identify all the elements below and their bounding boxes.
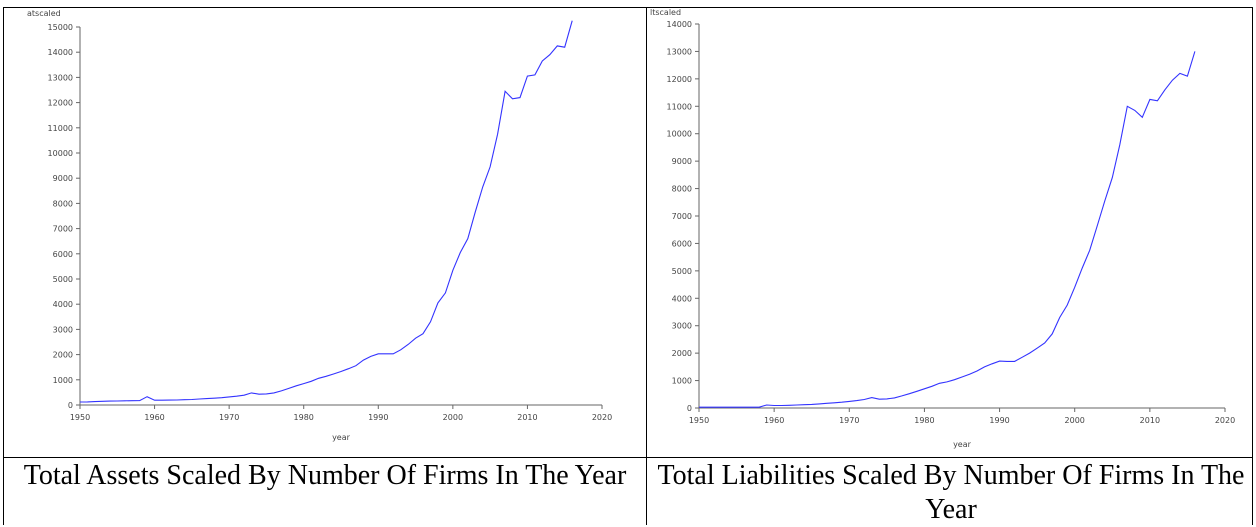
y-tick-label: 3000 <box>672 322 692 331</box>
table-center-border <box>646 7 647 525</box>
x-tick-label: 2020 <box>1215 416 1235 425</box>
y-tick-label: 4000 <box>53 300 73 309</box>
x-tick-label: 1980 <box>914 416 934 425</box>
y-tick-label: 0 <box>68 401 73 410</box>
caption-liabilities: Total Liabilities Scaled By Number Of Fi… <box>657 460 1245 525</box>
table-right-border <box>1252 7 1253 525</box>
y-tick-label: 15000 <box>48 23 73 32</box>
y-tick-label: 11000 <box>667 102 692 111</box>
y-tick-label: 6000 <box>53 250 73 259</box>
x-tick-label: 2020 <box>592 413 612 422</box>
y-tick-label: 5000 <box>672 267 692 276</box>
y-tick-label: 8000 <box>672 185 692 194</box>
y-tick-label: 14000 <box>48 48 73 57</box>
y-tick-label: 13000 <box>48 73 73 82</box>
x-tick-label: 1970 <box>219 413 239 422</box>
y-axis-label: ltscaled <box>650 8 681 17</box>
assets-line-chart: 0 1000 2000 3000 4000 5000 6000 7000 8000 9000 100… <box>27 9 612 442</box>
y-tick-label: 4000 <box>672 294 692 303</box>
x-tick-label: 1950 <box>689 416 709 425</box>
x-axis-label: year <box>332 433 351 442</box>
x-tick-label: 1990 <box>989 416 1009 425</box>
y-tick-label: 9000 <box>53 174 73 183</box>
x-tick-label: 2010 <box>517 413 537 422</box>
y-axis-label: atscaled <box>27 9 61 18</box>
y-tick-label: 1000 <box>672 377 692 386</box>
series-line <box>79 20 573 403</box>
y-tick-label: 7000 <box>672 212 692 221</box>
y-tick-label: 12000 <box>48 99 73 108</box>
y-tick-label: 3000 <box>53 325 73 334</box>
x-tick-label: 2000 <box>1065 416 1085 425</box>
table-left-border <box>3 7 4 525</box>
y-tick-label: 9000 <box>672 157 692 166</box>
y-tick-label: 11000 <box>48 124 73 133</box>
x-tick-label: 1960 <box>764 416 784 425</box>
x-tick-label: 1980 <box>294 413 314 422</box>
y-tick-label: 7000 <box>53 225 73 234</box>
y-tick-label: 13000 <box>667 47 692 56</box>
y-tick-label: 12000 <box>667 75 692 84</box>
y-tick-label: 8000 <box>53 199 73 208</box>
y-tick-label: 10000 <box>48 149 73 158</box>
x-tick-label: 1950 <box>70 413 90 422</box>
y-tick-label: 1000 <box>53 376 73 385</box>
liabilities-line-chart: 0 1000 2000 3000 4000 5000 6000 7000 8000 9000 100… <box>650 8 1235 449</box>
y-tick-label: 2000 <box>53 351 73 360</box>
y-tick-label: 14000 <box>667 20 692 29</box>
table-top-border <box>3 7 1253 8</box>
y-tick-label: 0 <box>687 404 692 413</box>
x-tick-label: 2000 <box>443 413 463 422</box>
x-tick-label: 2010 <box>1140 416 1160 425</box>
caption-assets: Total Assets Scaled By Number Of Firms I… <box>23 460 627 491</box>
x-axis-label: year <box>953 440 972 449</box>
table-middle-border <box>3 457 1253 458</box>
x-tick-label: 1970 <box>839 416 859 425</box>
y-tick-label: 2000 <box>672 349 692 358</box>
series-line <box>699 51 1196 408</box>
y-tick-label: 5000 <box>53 275 73 284</box>
x-tick-label: 1960 <box>144 413 164 422</box>
x-tick-label: 1990 <box>368 413 388 422</box>
y-tick-label: 10000 <box>667 130 692 139</box>
y-tick-label: 6000 <box>672 239 692 248</box>
